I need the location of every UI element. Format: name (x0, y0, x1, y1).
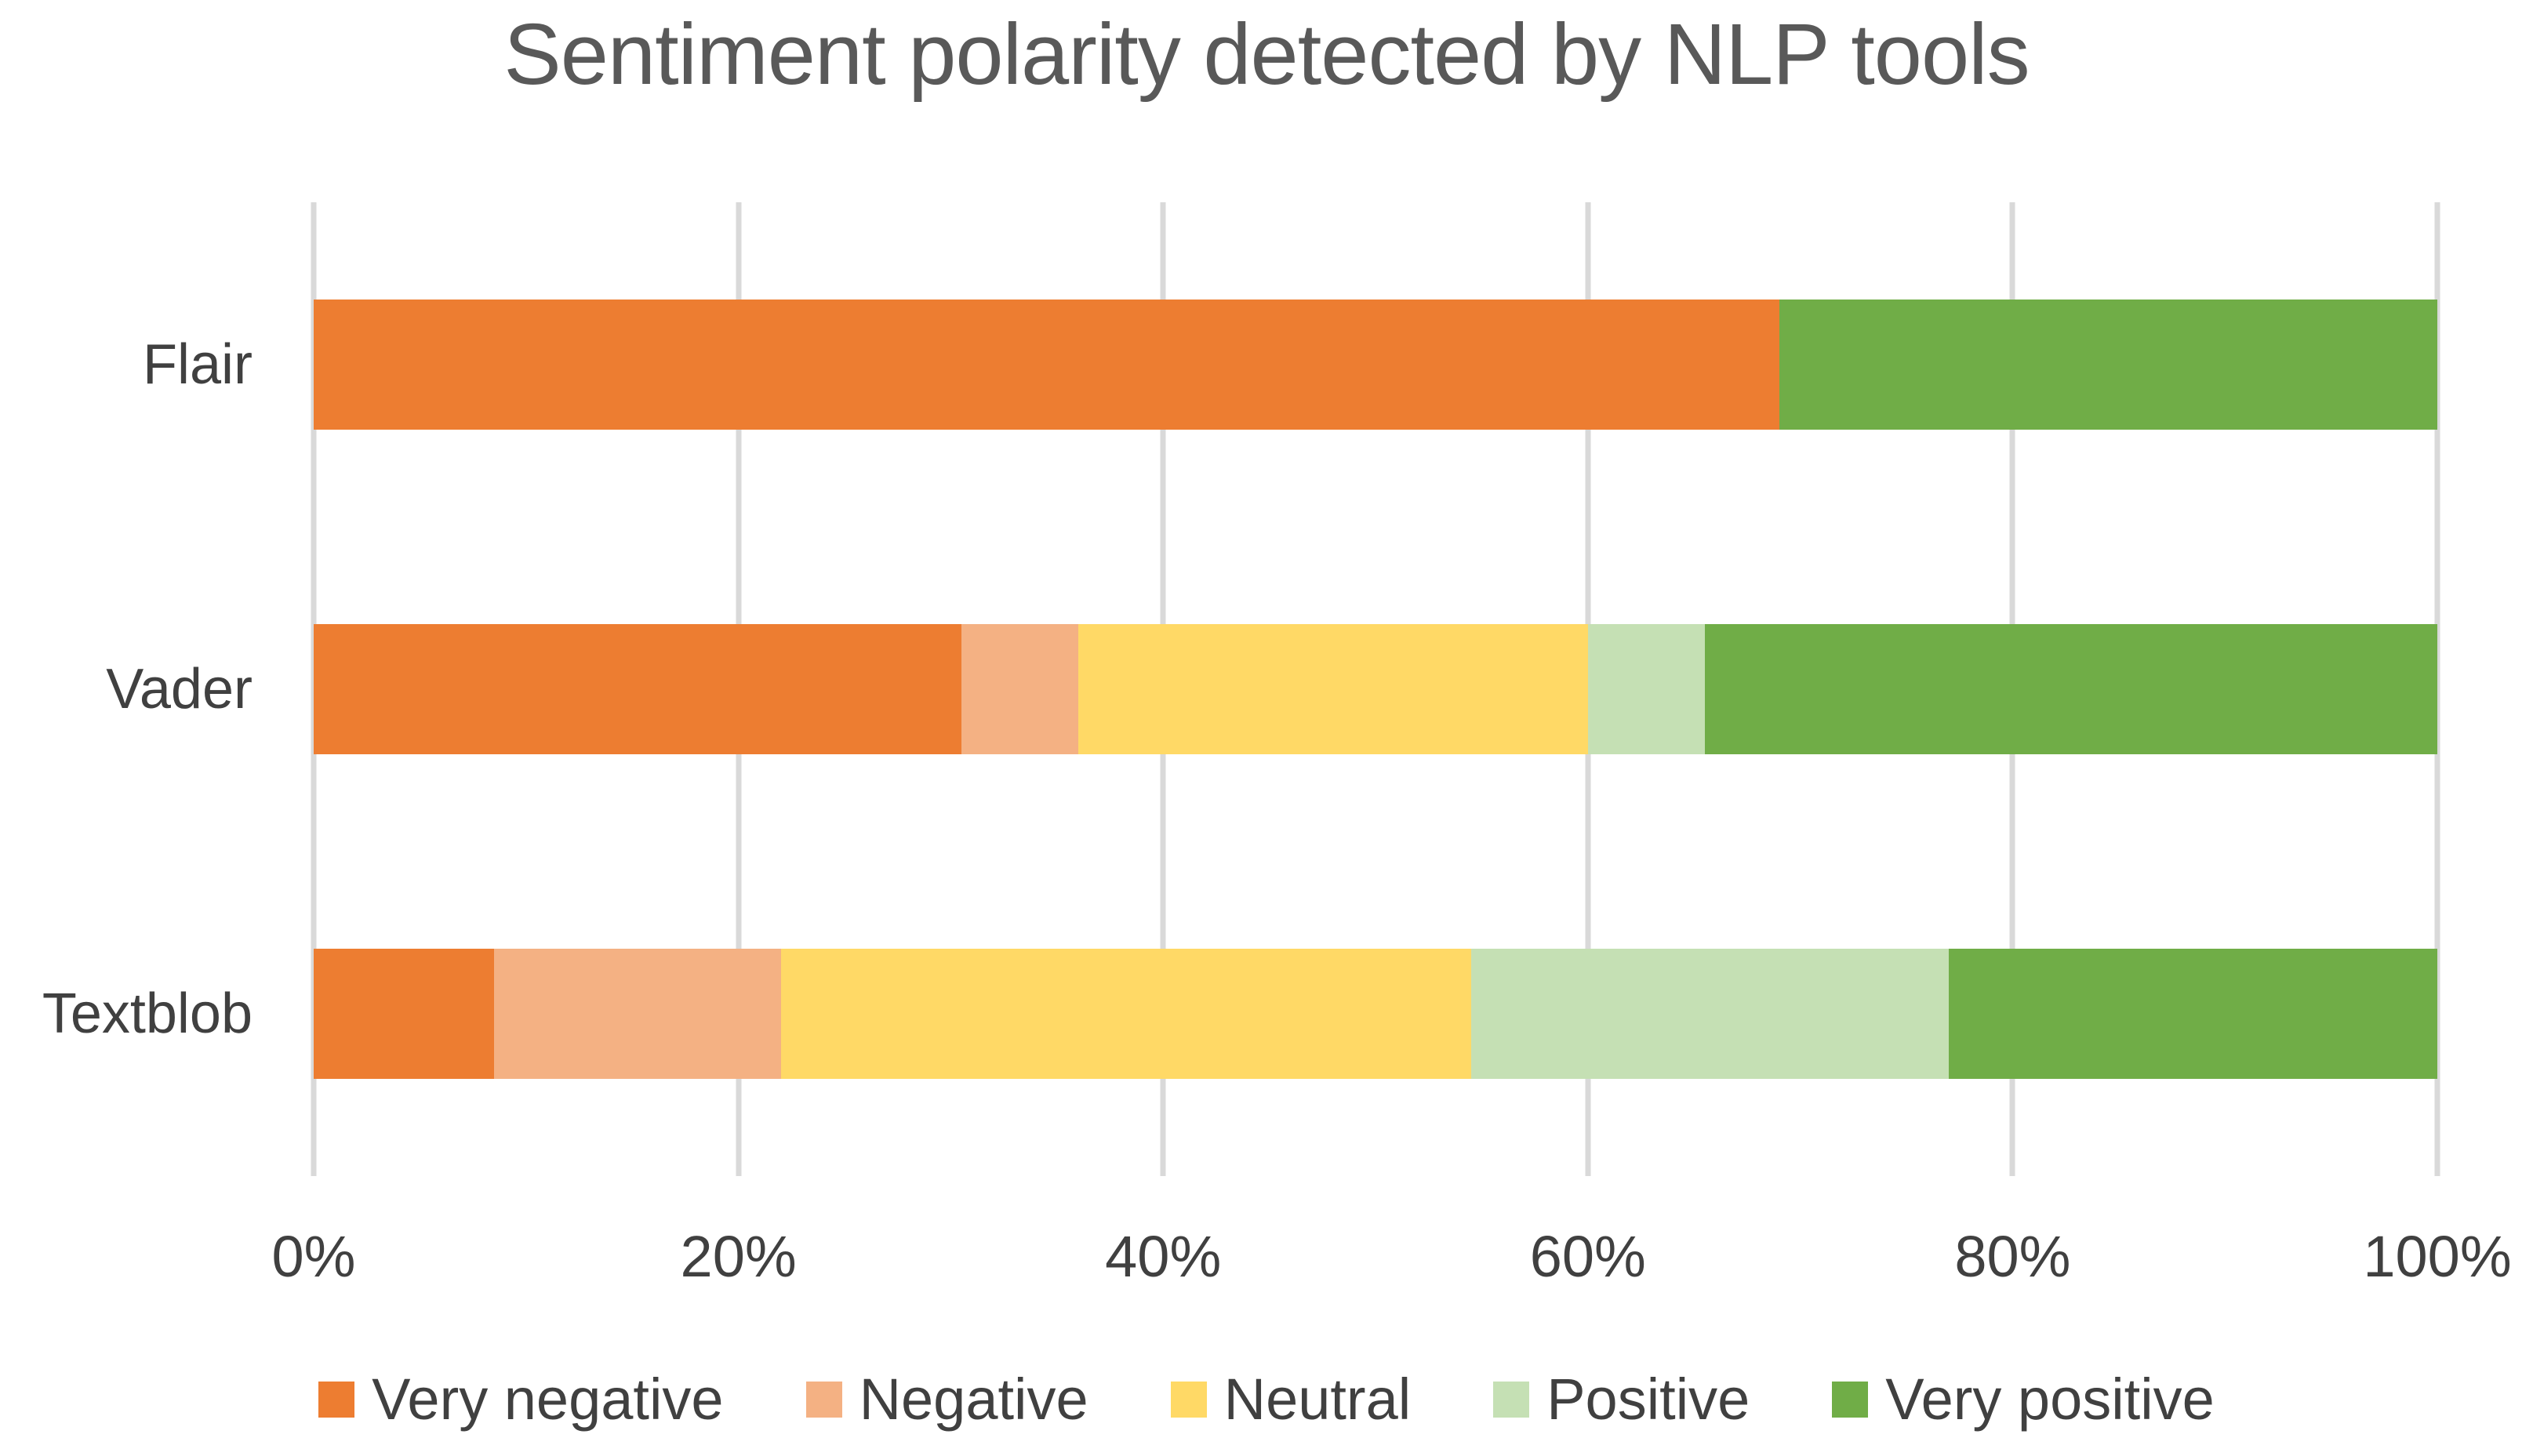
category-label-textblob: Textblob (42, 982, 253, 1045)
bar-segment-textblob-neutral (780, 949, 1471, 1079)
bar-segment-flair-very-positive (1779, 300, 2437, 430)
gridline-100% (2434, 202, 2440, 1176)
bar-segment-textblob-very-negative (314, 949, 495, 1079)
x-tick-100%: 100% (2363, 1224, 2512, 1289)
bar-segment-textblob-positive (1470, 949, 1950, 1079)
plot-area (311, 202, 2440, 1176)
bar-segment-vader-positive (1587, 624, 1705, 754)
legend-item-very-positive: Very positive (1832, 1366, 2215, 1432)
legend-swatch-very-positive (1832, 1381, 1869, 1418)
bar-segment-vader-neutral (1078, 624, 1588, 754)
bar-segment-flair-very-negative (314, 300, 1779, 430)
legend-item-very-negative: Very negative (318, 1366, 724, 1432)
bar-segment-vader-negative (961, 624, 1078, 754)
legend-item-positive: Positive (1493, 1366, 1750, 1432)
legend-label-very-negative: Very negative (372, 1367, 724, 1432)
bar-segment-vader-very-positive (1704, 624, 2437, 754)
x-tick-20%: 20% (680, 1224, 797, 1289)
legend-swatch-negative (805, 1381, 842, 1418)
legend-swatch-very-negative (318, 1381, 355, 1418)
category-label-vader: Vader (106, 658, 253, 721)
legend-label-very-positive: Very positive (1885, 1367, 2215, 1432)
bar-segment-vader-very-negative (314, 624, 961, 754)
legend-item-neutral: Neutral (1170, 1366, 1412, 1432)
x-tick-60%: 60% (1529, 1224, 1646, 1289)
legend: Very negative Negative Neutral Positive Very… (0, 1366, 2533, 1432)
bar-segment-textblob-negative (494, 949, 781, 1079)
x-tick-80%: 80% (1954, 1224, 2071, 1289)
legend-label-neutral: Neutral (1223, 1367, 1412, 1432)
legend-label-positive: Positive (1546, 1367, 1750, 1432)
category-label-flair: Flair (143, 333, 253, 396)
legend-swatch-neutral (1170, 1381, 1207, 1418)
legend-label-negative: Negative (859, 1367, 1088, 1432)
x-tick-40%: 40% (1105, 1224, 1222, 1289)
bar-segment-textblob-very-positive (1949, 949, 2437, 1079)
bar-row-vader (314, 624, 2437, 754)
chart-title: Sentiment polarity detected by NLP tools (503, 6, 2030, 103)
bar-row-textblob (314, 949, 2437, 1079)
x-tick-0%: 0% (271, 1224, 356, 1289)
legend-item-negative: Negative (805, 1366, 1088, 1432)
bar-row-flair (314, 300, 2437, 430)
legend-swatch-positive (1493, 1381, 1530, 1418)
